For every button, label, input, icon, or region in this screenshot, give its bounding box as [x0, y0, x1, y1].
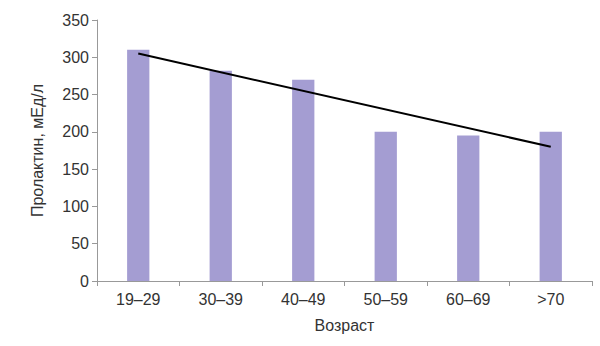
- svg-text:50: 50: [71, 235, 89, 252]
- svg-text:350: 350: [62, 12, 89, 29]
- svg-text:Возраст: Возраст: [315, 317, 376, 334]
- svg-text:200: 200: [62, 123, 89, 140]
- svg-text:>70: >70: [537, 291, 564, 308]
- svg-text:0: 0: [80, 273, 89, 290]
- svg-text:19–29: 19–29: [116, 291, 161, 308]
- svg-text:100: 100: [62, 198, 89, 215]
- svg-text:60–69: 60–69: [446, 291, 491, 308]
- svg-text:Пролактин, мЕд/л: Пролактин, мЕд/л: [29, 84, 46, 217]
- svg-text:250: 250: [62, 86, 89, 103]
- svg-text:40–49: 40–49: [281, 291, 326, 308]
- svg-text:30–39: 30–39: [199, 291, 244, 308]
- svg-text:300: 300: [62, 49, 89, 66]
- svg-text:50–59: 50–59: [364, 291, 409, 308]
- svg-text:150: 150: [62, 161, 89, 178]
